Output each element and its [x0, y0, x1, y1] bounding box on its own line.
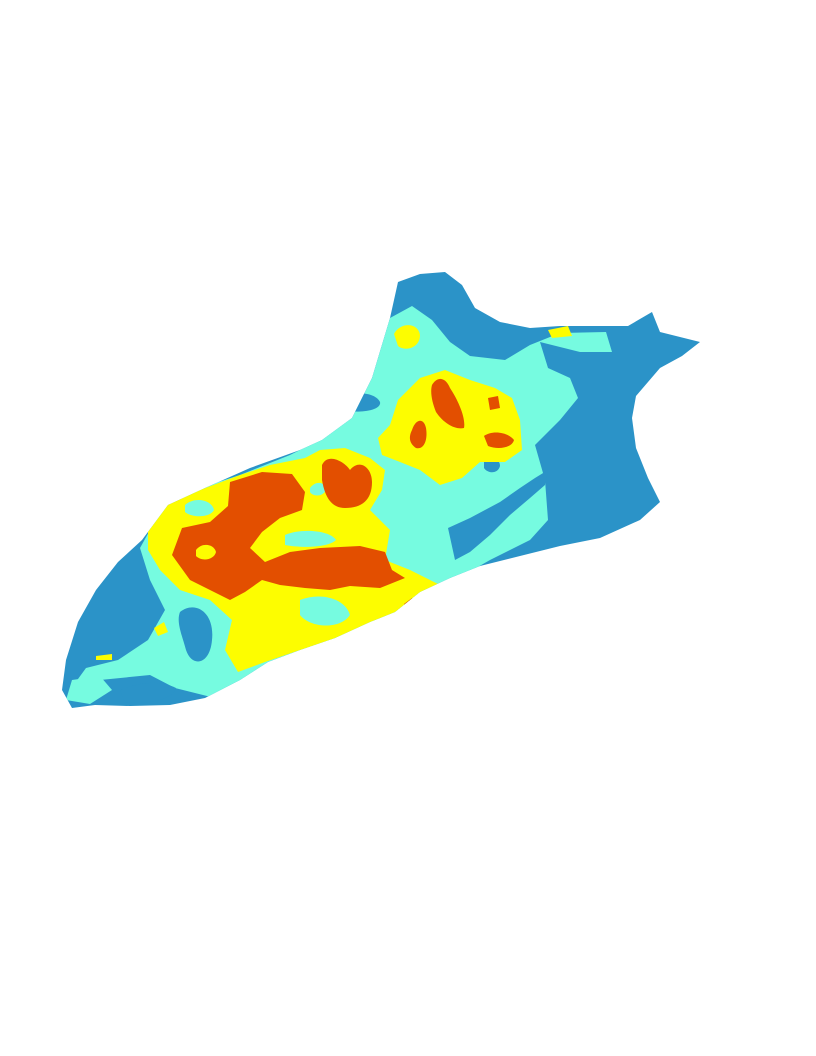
- map-zone-class-1: [448, 470, 548, 560]
- map-zone-class-4: [172, 472, 405, 600]
- map-zone-class-3: [378, 370, 522, 485]
- map-zone-class-4: [409, 420, 427, 449]
- map-zone-class-3: [196, 544, 216, 560]
- map-zone-class-2: [310, 482, 326, 496]
- map-zone-class-3: [394, 325, 420, 349]
- map-zone-class-3: [154, 622, 168, 636]
- map-zone-class-2: [185, 499, 214, 517]
- map-zone-class-4: [484, 432, 514, 448]
- map-zone-class-1: [120, 682, 176, 703]
- map-zone-class-1: [178, 607, 213, 662]
- map-zone-class-4: [322, 458, 372, 508]
- map-zone-class-2: [300, 596, 350, 626]
- map-zone-class-4: [488, 396, 500, 410]
- map-zone-class-4: [431, 378, 465, 429]
- map-zone-class-3: [548, 326, 572, 338]
- map-zone-class-2: [66, 676, 112, 704]
- map-zone-class-3: [96, 654, 112, 660]
- map-zone-class-2: [285, 530, 336, 547]
